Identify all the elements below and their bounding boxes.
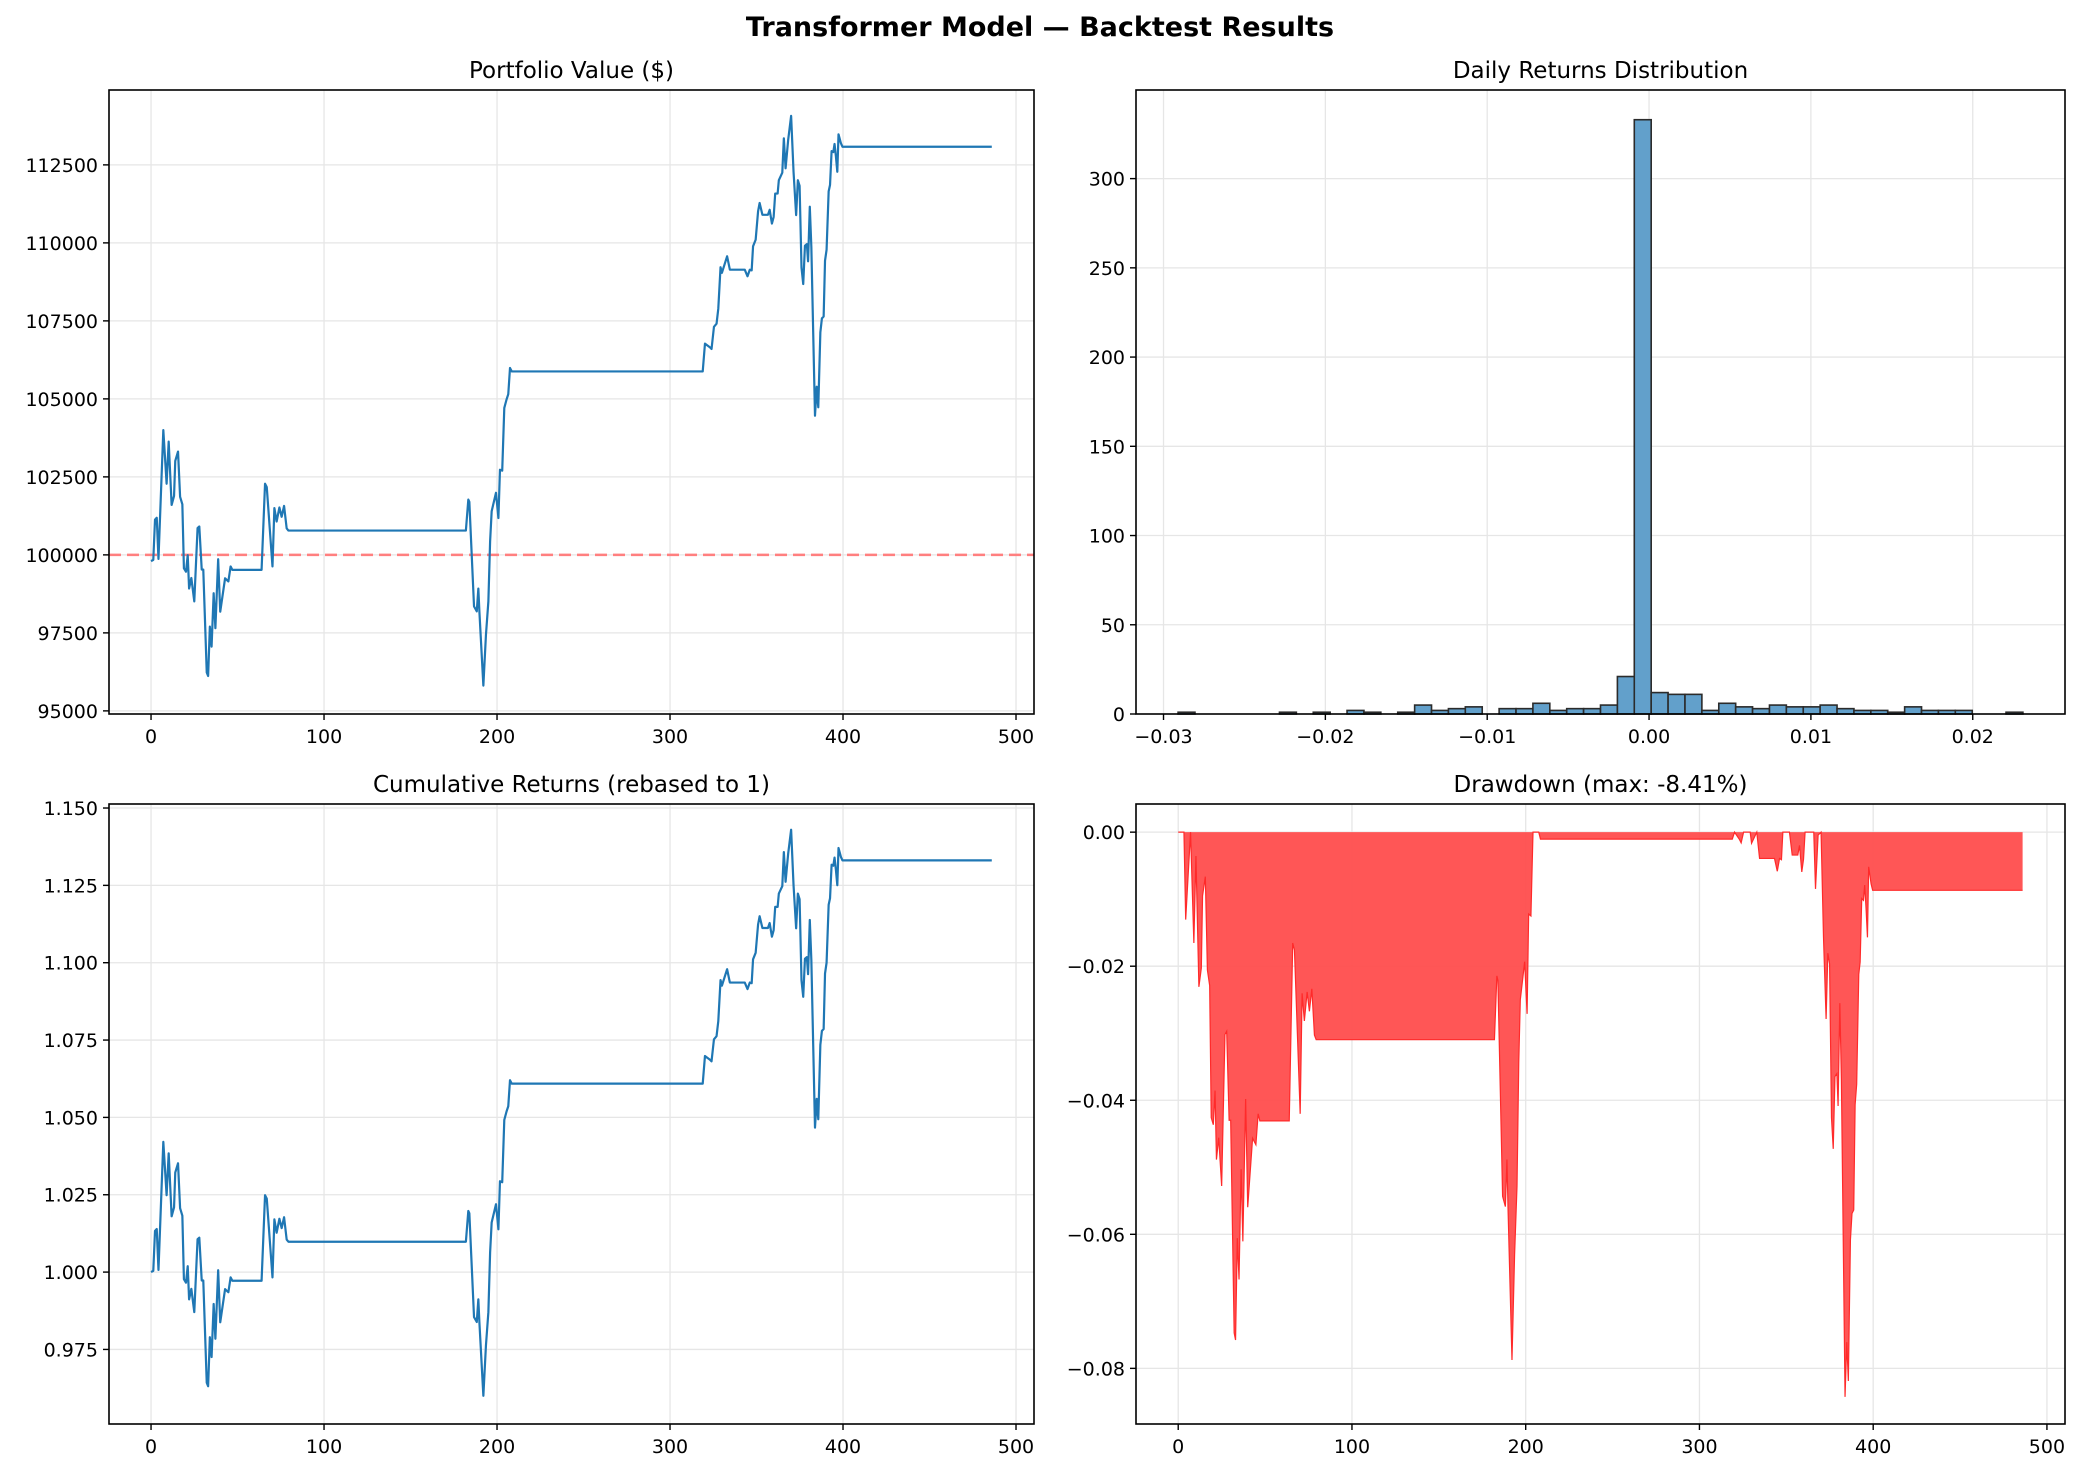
x-tick-label: 500 <box>2029 1436 2065 1458</box>
histogram-bar <box>1616 675 1636 715</box>
y-tick-label: 95000 <box>38 701 98 723</box>
x-tick-label: 300 <box>1681 1436 1717 1458</box>
x-tick-label: 0 <box>145 1436 157 1458</box>
y-tick-label: 1.150 <box>44 798 98 820</box>
y-tick-label: 1.125 <box>44 875 98 897</box>
histogram-bar <box>1903 706 1923 715</box>
axes-frame <box>1135 89 2066 715</box>
y-tick-label: 110000 <box>25 233 98 255</box>
portfolio-value-line <box>150 114 992 687</box>
x-tick-label: 100 <box>306 726 342 748</box>
portfolio-value-panel: 0 100 200 300 400 500 95000 97500 100000 102500 10… <box>25 58 1035 748</box>
y-tick-label: −0.08 <box>1067 1358 1125 1380</box>
histogram-bar <box>1650 691 1669 715</box>
y-tick-label: 102500 <box>25 467 98 489</box>
drawdown-title: Drawdown (max: -8.41%) <box>1454 772 1748 798</box>
y-tick-label: 0 <box>1113 704 1125 726</box>
drawdown-panel: 0 100 200 300 400 500 −0.08 −0.06 −0.04 −0.02 0.00… <box>1067 772 2066 1458</box>
y-tick-label: 1.025 <box>44 1185 98 1207</box>
y-tick-label: 150 <box>1089 436 1125 458</box>
histogram-bar <box>1599 704 1619 715</box>
x-tick-label: 200 <box>479 1436 515 1458</box>
y-tick-label: 200 <box>1089 347 1125 369</box>
cumulative-returns-panel: 0 100 200 300 400 500 0.975 1.000 1.025 1.050 1.07… <box>44 772 1035 1458</box>
y-tick-label: 100000 <box>25 545 98 567</box>
cumulative-returns-title: Cumulative Returns (rebased to 1) <box>373 772 770 798</box>
x-tick-label: 100 <box>306 1436 342 1458</box>
drawdown-line <box>1178 829 2023 1397</box>
x-tick-label: 400 <box>825 1436 861 1458</box>
histogram-bar <box>1751 707 1771 715</box>
returns-histogram-title: Daily Returns Distribution <box>1453 58 1748 84</box>
x-tick-label: 0 <box>145 726 157 748</box>
histogram-bar <box>1836 707 1855 715</box>
x-tick-label: 100 <box>1334 1436 1370 1458</box>
x-tick-label: 300 <box>652 1436 688 1458</box>
y-tick-label: −0.02 <box>1067 956 1125 978</box>
axes-frame <box>108 89 1035 715</box>
x-tick-label: 400 <box>825 726 861 748</box>
histogram-bar <box>1447 707 1467 715</box>
figure-title: Transformer Model — Backtest Results <box>746 12 1334 43</box>
x-tick-label: 500 <box>998 1436 1034 1458</box>
x-tick-label: 300 <box>652 726 688 748</box>
histogram-bar <box>1565 707 1585 715</box>
y-tick-label: 1.000 <box>44 1262 98 1284</box>
drawdown-area <box>1178 832 2023 1397</box>
histogram-bar <box>1667 693 1686 715</box>
x-tick-label: −0.02 <box>1296 726 1354 748</box>
portfolio-value-title: Portfolio Value ($) <box>469 58 674 84</box>
x-tick-label: 200 <box>479 726 515 748</box>
histogram-bar <box>1717 702 1737 715</box>
x-tick-label: 200 <box>1508 1436 1544 1458</box>
histogram-bar <box>1582 707 1602 715</box>
x-tick-label: −0.03 <box>1134 726 1192 748</box>
y-tick-label: 97500 <box>38 623 98 645</box>
y-tick-label: 1.075 <box>44 1030 98 1052</box>
y-tick-label: 0.975 <box>44 1339 98 1361</box>
histogram-bar <box>1785 706 1805 715</box>
returns-histogram-panel: −0.03 −0.02 −0.01 0.00 0.01 0.02 0 50 100 150 200 2… <box>1089 58 2066 748</box>
cumulative-returns-line <box>150 828 992 1397</box>
y-tick-label: 0.00 <box>1083 822 1125 844</box>
y-tick-label: 50 <box>1101 615 1125 637</box>
histogram-bar <box>1515 707 1534 715</box>
x-tick-label: 0.00 <box>1628 726 1670 748</box>
histogram-bar <box>1768 704 1788 715</box>
y-tick-label: 112500 <box>25 155 98 177</box>
axes-frame <box>108 803 1035 1425</box>
x-tick-label: 0.02 <box>1952 726 1994 748</box>
x-tick-label: 0.01 <box>1790 726 1832 748</box>
histogram-bar <box>1532 702 1551 715</box>
histogram-bar <box>1498 707 1517 715</box>
histogram-bar <box>1464 706 1484 715</box>
y-tick-label: 105000 <box>25 389 98 411</box>
y-tick-label: 107500 <box>25 311 98 333</box>
y-tick-label: 250 <box>1089 258 1125 280</box>
x-tick-label: 0 <box>1172 1436 1184 1458</box>
y-tick-label: 100 <box>1089 526 1125 548</box>
histogram-bar <box>1413 704 1433 715</box>
x-tick-label: 500 <box>998 726 1034 748</box>
histogram-bar <box>1819 704 1838 715</box>
y-tick-label: −0.04 <box>1067 1090 1125 1112</box>
histogram-bar <box>1633 118 1652 715</box>
y-tick-label: 300 <box>1089 169 1125 191</box>
y-tick-label: −0.06 <box>1067 1224 1125 1246</box>
y-tick-label: 1.050 <box>44 1107 98 1129</box>
histogram-bar <box>1684 693 1703 715</box>
x-tick-label: 400 <box>1855 1436 1891 1458</box>
x-tick-label: −0.01 <box>1458 726 1516 748</box>
y-tick-label: 1.100 <box>44 953 98 975</box>
axes-frame <box>1135 803 2066 1425</box>
histogram-bar <box>1734 706 1754 715</box>
histogram-bar <box>1802 706 1821 715</box>
